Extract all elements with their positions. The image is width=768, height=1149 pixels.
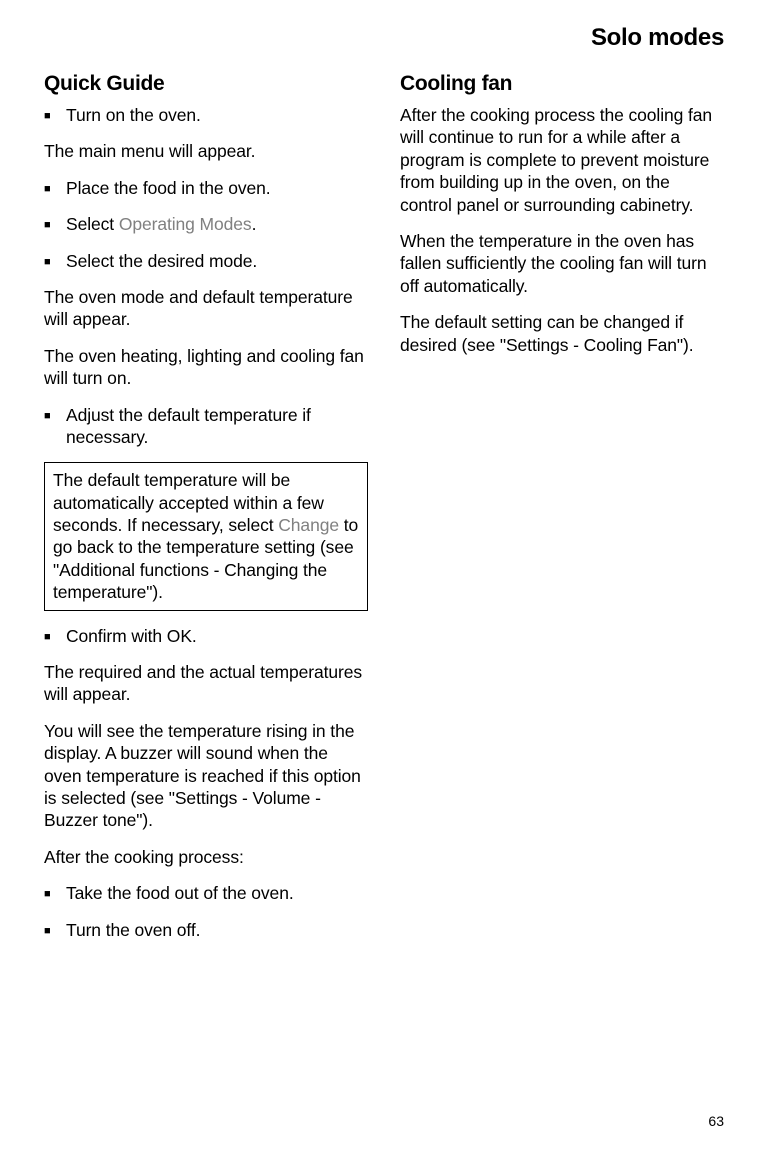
paragraph: The default setting can be changed if de… xyxy=(400,311,724,356)
bullet-item: ■Place the food in the oven. xyxy=(44,177,368,199)
bullet-text: Turn on the oven. xyxy=(66,104,368,126)
ui-menu-label: Operating Modes xyxy=(119,214,252,234)
bullet-item: ■Select the desired mode. xyxy=(44,250,368,272)
paragraph: You will see the temperature rising in t… xyxy=(44,720,368,832)
bullet-item: ■Select Operating Modes. xyxy=(44,213,368,235)
bullet-item: ■Take the food out of the oven. xyxy=(44,882,368,904)
bullet-text: Place the food in the oven. xyxy=(66,177,368,199)
note-box: The default temperature will be automati… xyxy=(44,462,368,610)
bullet-marker-icon: ■ xyxy=(44,104,66,126)
bullet-marker-icon: ■ xyxy=(44,404,66,449)
bullet-text: Select the desired mode. xyxy=(66,250,368,272)
ui-menu-label: Change xyxy=(278,515,339,535)
left-column: Quick Guide ■Turn on the oven.The main m… xyxy=(44,72,368,955)
paragraph: The required and the actual temperatures… xyxy=(44,661,368,706)
quick-guide-heading: Quick Guide xyxy=(44,72,368,96)
paragraph: The main menu will appear. xyxy=(44,140,368,162)
paragraph: After the cooking process: xyxy=(44,846,368,868)
page-number: 63 xyxy=(708,1113,724,1129)
bullet-text: Adjust the default temperature if necess… xyxy=(66,404,368,449)
bullet-marker-icon: ■ xyxy=(44,919,66,941)
bullet-text: Take the food out of the oven. xyxy=(66,882,368,904)
paragraph: The oven heating, lighting and cooling f… xyxy=(44,345,368,390)
bullet-text: Confirm with OK. xyxy=(66,625,368,647)
bullet-text: Turn the oven off. xyxy=(66,919,368,941)
right-column: Cooling fan After the cooking process th… xyxy=(400,72,724,955)
bullet-item: ■Confirm with OK. xyxy=(44,625,368,647)
bullet-item: ■Turn on the oven. xyxy=(44,104,368,126)
paragraph: After the cooking process the cooling fa… xyxy=(400,104,724,216)
bullet-marker-icon: ■ xyxy=(44,882,66,904)
paragraph: The oven mode and default temperature wi… xyxy=(44,286,368,331)
bullet-item: ■Turn the oven off. xyxy=(44,919,368,941)
bullet-item: ■Adjust the default temperature if neces… xyxy=(44,404,368,449)
bullet-marker-icon: ■ xyxy=(44,177,66,199)
bullet-marker-icon: ■ xyxy=(44,213,66,235)
content-columns: Quick Guide ■Turn on the oven.The main m… xyxy=(44,72,724,955)
page-header: Solo modes xyxy=(44,24,724,52)
cooling-fan-heading: Cooling fan xyxy=(400,72,724,96)
bullet-text: Select Operating Modes. xyxy=(66,213,368,235)
bullet-marker-icon: ■ xyxy=(44,625,66,647)
bullet-marker-icon: ■ xyxy=(44,250,66,272)
paragraph: When the temperature in the oven has fal… xyxy=(400,230,724,297)
